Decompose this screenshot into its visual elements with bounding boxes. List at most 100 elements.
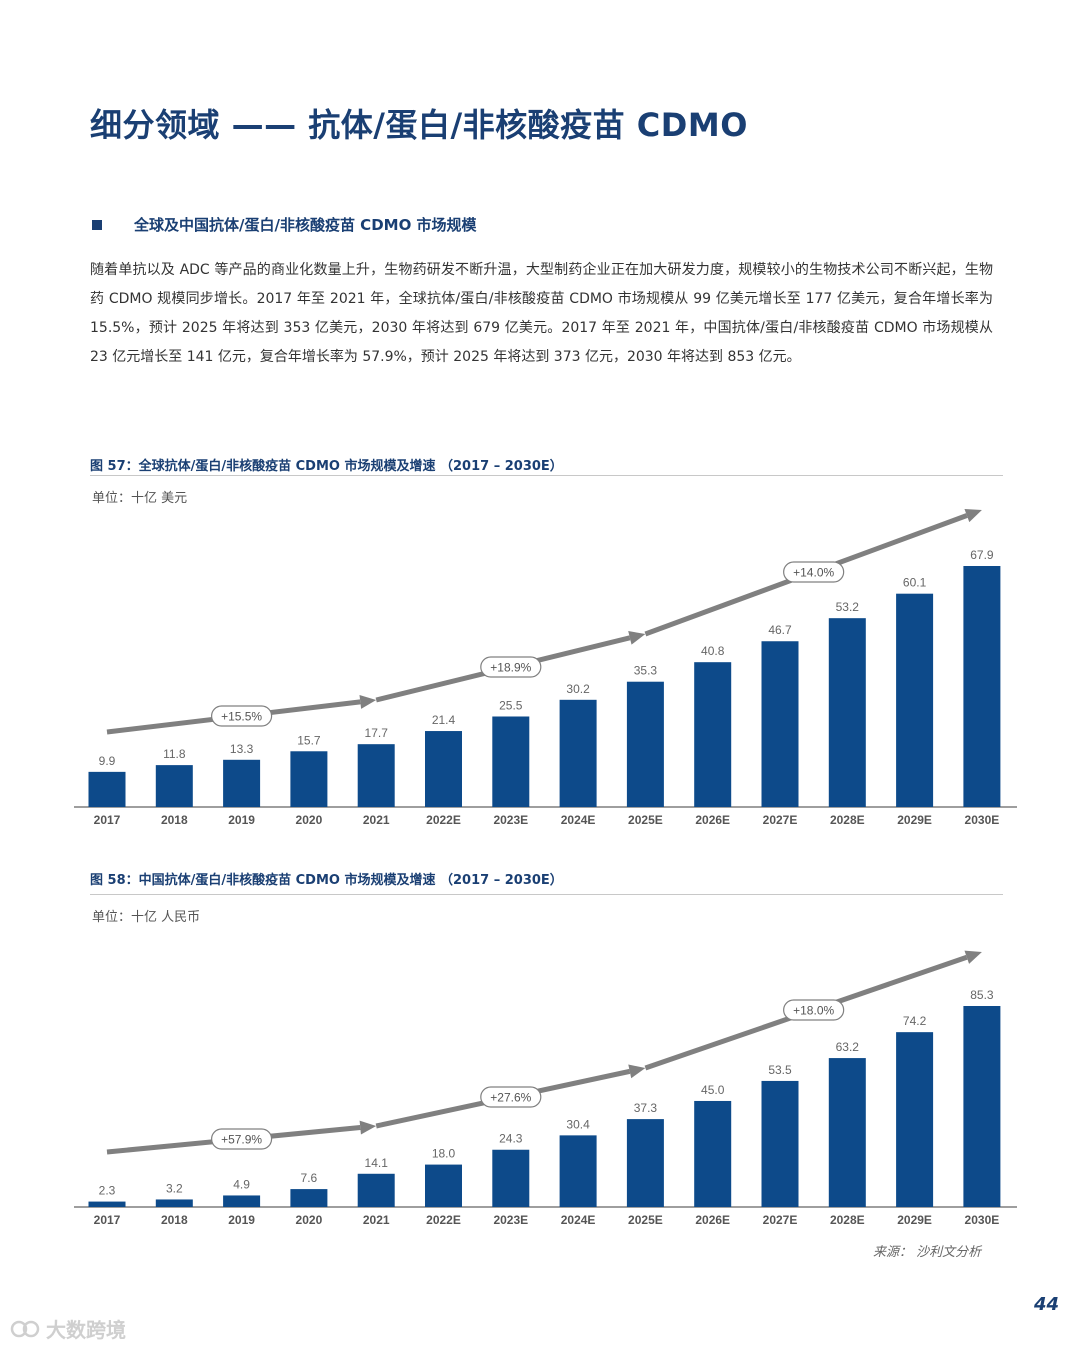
- bar: [559, 699, 597, 807]
- data-label: 13.3: [230, 742, 254, 756]
- x-tick-label: 2026E: [695, 1213, 730, 1227]
- x-tick-label: 2027E: [763, 813, 798, 827]
- bar: [88, 771, 126, 807]
- bar: [492, 716, 530, 807]
- growth-rate-badge: +15.5%: [211, 705, 273, 727]
- data-label: 14.1: [365, 1156, 389, 1170]
- growth-arrow-head: [628, 1064, 646, 1079]
- x-tick-label: 2022E: [426, 813, 461, 827]
- bar: [761, 641, 799, 807]
- bar: [896, 1032, 934, 1207]
- x-tick-label: 2030E: [965, 1213, 1000, 1227]
- bar: [357, 1173, 395, 1207]
- figure-57-divider: [90, 475, 1003, 476]
- source-note: 来源： 沙利文分析: [873, 1245, 982, 1260]
- bar: [828, 618, 866, 807]
- x-tick-label: 2023E: [493, 813, 528, 827]
- x-tick-label: 2018: [161, 1213, 188, 1227]
- square-bullet-icon: [92, 219, 102, 230]
- watermark-logo-icon: [10, 1320, 40, 1337]
- growth-arrow-head: [628, 631, 646, 645]
- bar: [828, 1058, 866, 1207]
- bar: [357, 744, 395, 807]
- x-tick-label: 2020: [296, 813, 323, 827]
- bar: [425, 1164, 462, 1207]
- data-label: 7.6: [301, 1171, 318, 1185]
- bar: [155, 1199, 193, 1207]
- figure-58-unit: 单位：十亿 人民币: [92, 910, 201, 925]
- figure-57-title: 图 57：全球抗体/蛋白/非核酸疫苗 CDMO 市场规模及增速 （2017 – …: [90, 459, 563, 474]
- section-heading: 全球及中国抗体/蛋白/非核酸疫苗 CDMO 市场规模: [92, 214, 477, 235]
- bar: [626, 1119, 664, 1207]
- page-title: 细分领域 —— 抗体/蛋白/非核酸疫苗 CDMO: [90, 106, 748, 144]
- growth-rate-badge: +27.6%: [480, 1086, 542, 1108]
- data-label: 53.5: [768, 1063, 792, 1077]
- bar: [223, 1195, 261, 1207]
- data-label: 46.7: [768, 623, 792, 637]
- watermark: 大数跨境: [10, 1314, 126, 1343]
- bar: [425, 731, 462, 807]
- x-tick-label: 2022E: [426, 1213, 461, 1227]
- bar: [694, 662, 732, 807]
- growth-rate-label: +14.0%: [793, 566, 834, 580]
- bar: [155, 765, 193, 807]
- data-label: 60.1: [903, 576, 927, 590]
- x-tick-label: 2021: [363, 813, 390, 827]
- bar: [492, 1149, 530, 1207]
- x-tick-label: 2030E: [965, 813, 1000, 827]
- bar: [290, 751, 328, 807]
- data-label: 9.9: [99, 754, 116, 768]
- x-tick-label: 2020: [296, 1213, 323, 1227]
- body-paragraph: 随着单抗以及 ADC 等产品的商业化数量上升，生物药研发不断升温，大型制药企业正…: [90, 262, 993, 365]
- data-label: 2.3: [99, 1184, 116, 1198]
- data-label: 30.2: [566, 682, 590, 696]
- section-title: 全球及中国抗体/蛋白/非核酸疫苗 CDMO 市场规模: [134, 216, 477, 234]
- growth-rate-label: +18.0%: [793, 1004, 834, 1018]
- figure-58-divider: [90, 894, 1003, 895]
- bar: [223, 759, 261, 807]
- data-label: 3.2: [166, 1181, 183, 1195]
- x-tick-label: 2017: [94, 1213, 121, 1227]
- growth-arrow-head: [359, 1120, 377, 1135]
- figure-57-unit: 单位：十亿 美元: [92, 491, 188, 506]
- bar: [963, 1006, 1001, 1207]
- x-tick-label: 2019: [228, 1213, 255, 1227]
- growth-rate-badge: +18.0%: [783, 999, 845, 1021]
- data-label: 21.4: [432, 713, 456, 727]
- bar: [896, 593, 934, 807]
- growth-rate-badge: +14.0%: [783, 561, 845, 583]
- growth-arrow-head: [964, 508, 982, 523]
- x-tick-label: 2028E: [830, 813, 865, 827]
- x-tick-label: 2023E: [493, 1213, 528, 1227]
- data-label: 37.3: [634, 1101, 658, 1115]
- data-label: 18.0: [432, 1147, 456, 1161]
- bar: [290, 1189, 328, 1207]
- watermark-text: 大数跨境: [46, 1318, 126, 1342]
- growth-rate-label: +27.6%: [490, 1091, 531, 1105]
- data-label: 63.2: [836, 1040, 860, 1054]
- x-tick-label: 2019: [228, 813, 255, 827]
- x-tick-label: 2024E: [561, 813, 596, 827]
- growth-arrow-head: [359, 694, 377, 709]
- data-label: 35.3: [634, 664, 658, 678]
- x-tick-label: 2025E: [628, 1213, 663, 1227]
- data-label: 30.4: [566, 1117, 590, 1131]
- x-tick-label: 2029E: [897, 1213, 932, 1227]
- bar: [88, 1201, 126, 1207]
- x-tick-label: 2025E: [628, 813, 663, 827]
- x-tick-label: 2027E: [763, 1213, 798, 1227]
- x-tick-label: 2017: [94, 813, 121, 827]
- growth-rate-badge: +57.9%: [211, 1128, 273, 1150]
- growth-rate-label: +57.9%: [221, 1133, 262, 1147]
- bar: [559, 1135, 597, 1207]
- bar: [761, 1080, 799, 1207]
- bar: [626, 681, 664, 807]
- x-tick-label: 2018: [161, 813, 188, 827]
- growth-rate-label: +18.9%: [490, 661, 531, 675]
- data-label: 4.9: [233, 1177, 250, 1191]
- growth-rate-badge: +18.9%: [480, 656, 542, 678]
- x-tick-label: 2029E: [897, 813, 932, 827]
- data-label: 17.7: [365, 726, 389, 740]
- x-tick-label: 2021: [363, 1213, 390, 1227]
- growth-arrow-head: [964, 950, 982, 964]
